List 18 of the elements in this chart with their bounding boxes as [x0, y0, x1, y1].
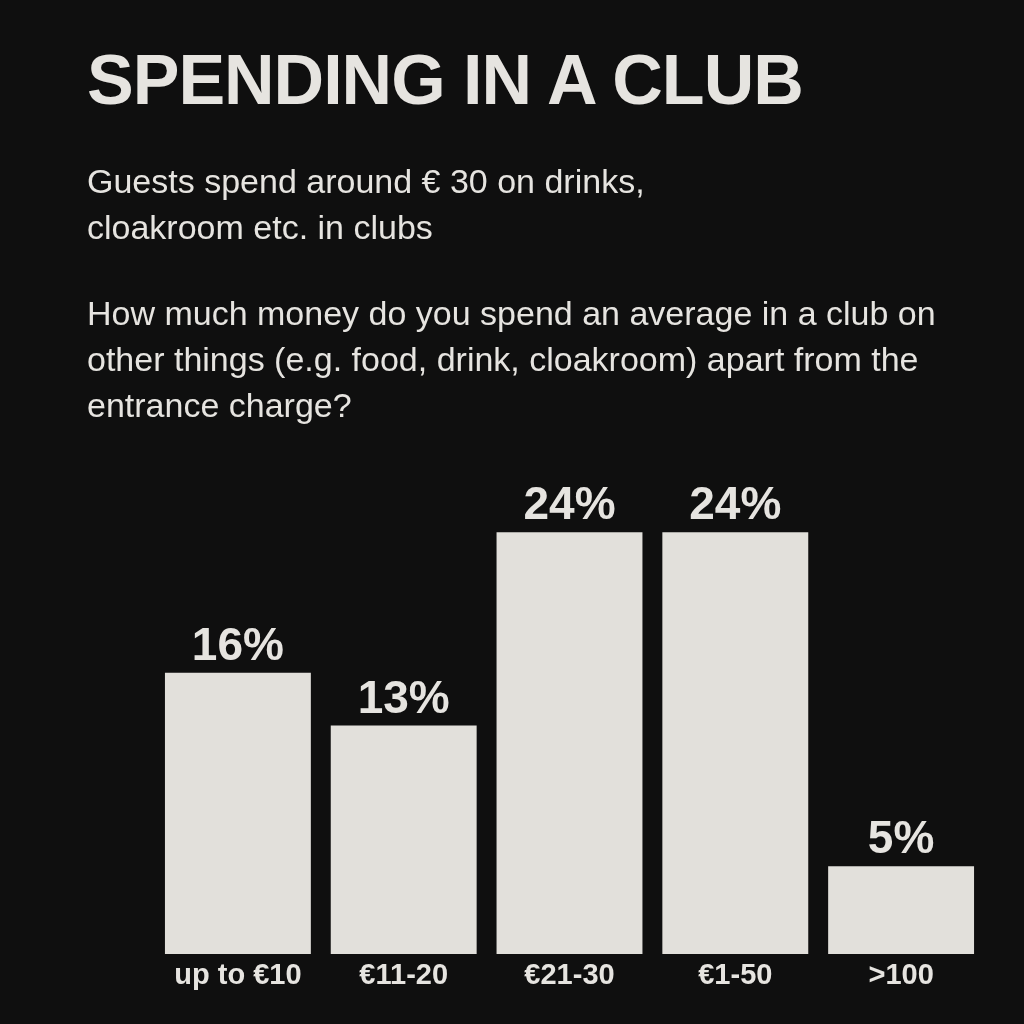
- data-label: 5%: [867, 811, 935, 864]
- chart-title: SPENDING IN A CLUB: [87, 40, 803, 120]
- data-label: 13%: [357, 670, 450, 723]
- x-tick-label: €11-20: [359, 958, 449, 990]
- data-label: 16%: [191, 617, 284, 670]
- x-tick-label: up to €10: [174, 958, 302, 990]
- bar: [330, 725, 477, 954]
- x-tick-label: €1-50: [698, 958, 773, 990]
- data-label: 24%: [689, 477, 782, 530]
- bar: [164, 672, 311, 954]
- text: How much money do you spend an average in a club on other things (e.g. food, drink, cloakroom) apart from the entrance charge?: [87, 293, 937, 426]
- chart-subtitle: Guests spend around € 30 on drinks, cloakroom etc. in clubs: [87, 161, 646, 248]
- bar: [662, 532, 809, 954]
- x-tick-label: €21-30: [524, 958, 615, 990]
- bar: [496, 532, 643, 954]
- data-label: 24%: [523, 477, 616, 530]
- bar: [828, 866, 975, 954]
- x-tick-label: >100: [868, 958, 934, 990]
